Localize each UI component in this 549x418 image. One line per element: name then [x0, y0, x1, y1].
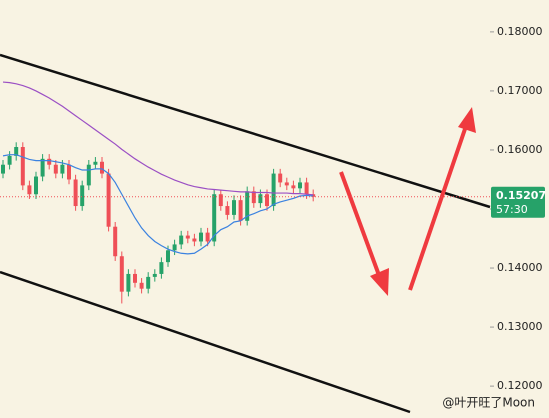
candle-body — [205, 232, 210, 242]
candle-body — [126, 273, 131, 292]
candle-body — [159, 262, 164, 274]
candle-body — [278, 173, 283, 183]
candle-body — [53, 164, 58, 174]
up-arrow — [408, 107, 476, 291]
candle-body — [27, 185, 32, 195]
candle-body — [100, 161, 104, 174]
candle-body — [113, 226, 118, 257]
candle-body — [67, 164, 71, 180]
candle-body — [1, 164, 5, 174]
candle-body — [245, 191, 250, 221]
candle-body — [133, 273, 137, 283]
candle-body — [47, 158, 52, 165]
y-tick-label: 0.13000 — [497, 320, 543, 333]
candle-body — [258, 194, 263, 204]
candle-body — [60, 164, 65, 174]
candle-body — [34, 176, 38, 195]
candle-body — [119, 256, 124, 292]
candle-body — [185, 235, 190, 239]
y-tick-label: 0.17000 — [497, 84, 543, 97]
upper-trend-line — [0, 53, 491, 209]
candle-body — [14, 147, 19, 156]
candle-body — [86, 164, 91, 186]
candle-body — [73, 179, 78, 207]
candle-body — [265, 194, 269, 207]
candle-body — [7, 155, 12, 165]
lower-trend-line — [0, 270, 411, 414]
candle-body — [93, 161, 98, 165]
candle-body — [179, 235, 184, 245]
y-tick-label: 0.14000 — [497, 261, 543, 274]
candle-body — [40, 158, 45, 177]
candle-body — [152, 273, 157, 277]
candle-body — [238, 200, 243, 221]
candle-body — [218, 194, 223, 207]
candle-body — [298, 182, 302, 189]
plot: 0.180000.170000.160000.150000.140000.130… — [0, 25, 546, 392]
countdown: 57:30 — [496, 203, 528, 216]
candle-body — [291, 185, 296, 189]
last-price-box — [491, 186, 545, 218]
y-tick-label: 0.12000 — [497, 379, 543, 392]
candle-body — [199, 232, 203, 242]
candle-body — [139, 282, 144, 289]
watermark: @叶开旺了Moon — [442, 396, 535, 410]
moving-average — [2, 81, 314, 196]
last-price-label: 0.15207 — [496, 189, 546, 202]
candle-body — [106, 173, 111, 227]
moving-average — [2, 154, 314, 255]
down-arrow — [339, 171, 389, 296]
candle-body — [251, 191, 256, 204]
candle-body — [172, 244, 177, 251]
candle-body — [225, 206, 230, 215]
y-tick-label: 0.18000 — [497, 25, 543, 38]
candle-body — [192, 238, 197, 242]
candle-body — [271, 173, 276, 207]
candle-body — [212, 194, 217, 242]
candle-body — [284, 182, 289, 186]
candle-body — [166, 250, 170, 263]
candle-body — [304, 182, 309, 195]
candle-body — [232, 200, 236, 215]
candle-body — [20, 147, 25, 186]
candle-body — [146, 276, 151, 289]
y-tick-label: 0.16000 — [497, 143, 543, 156]
candle-body — [80, 185, 85, 207]
